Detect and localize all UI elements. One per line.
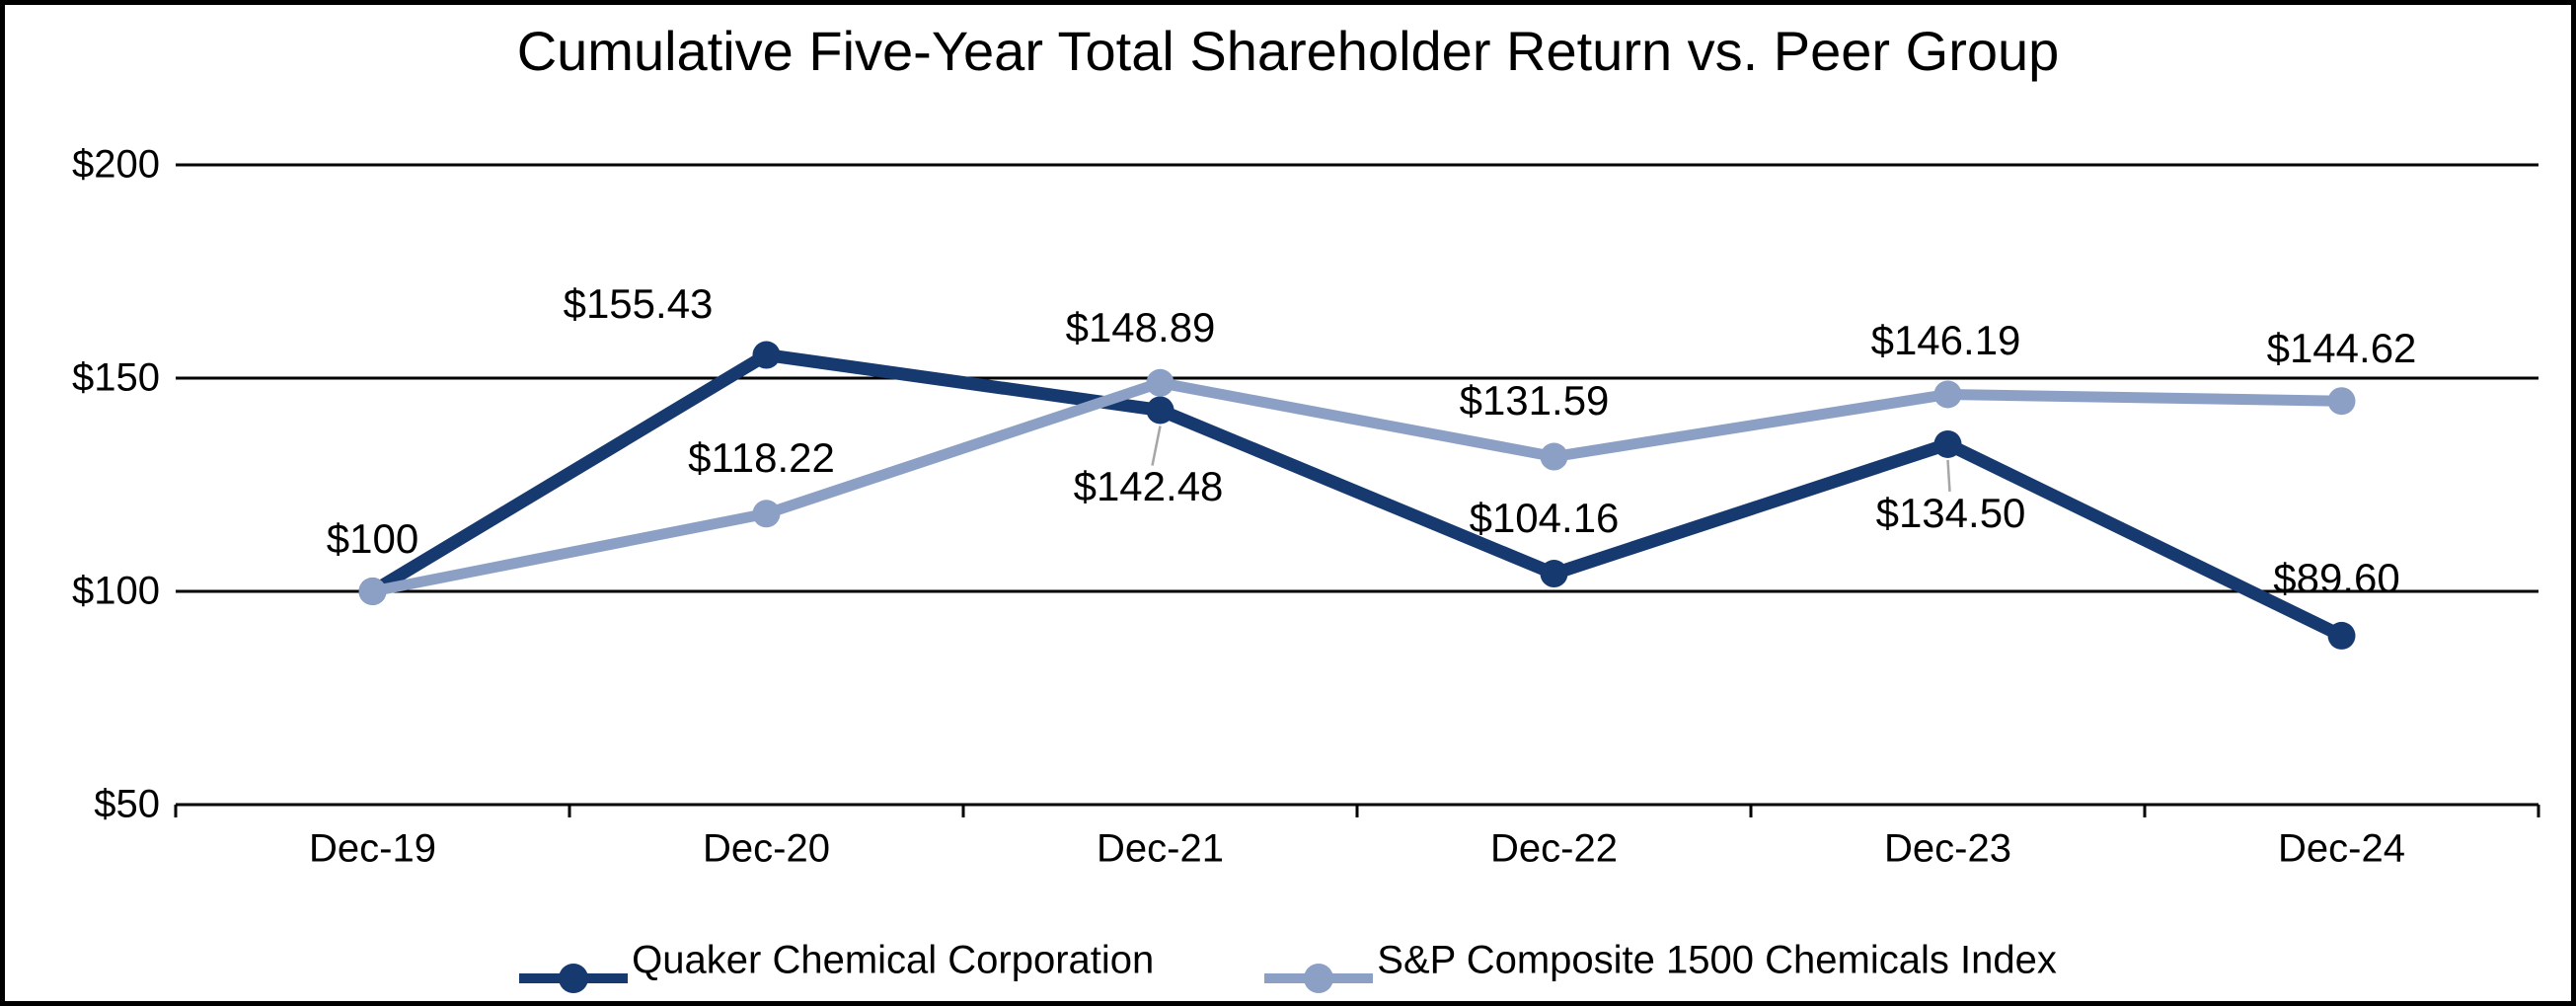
quaker-data-point-marker bbox=[1146, 396, 1174, 425]
sp1500-data-point-marker bbox=[1540, 442, 1568, 471]
sp1500-data-point-marker bbox=[1146, 368, 1174, 397]
chart-title: Cumulative Five-Year Total Shareholder R… bbox=[516, 20, 2060, 82]
quaker-data-point-marker bbox=[1933, 429, 1962, 458]
quaker-data-point-marker bbox=[1540, 560, 1568, 588]
legend: Quaker Chemical Corporation S&P Composit… bbox=[0, 939, 2576, 1000]
legend-item-quaker: Quaker Chemical Corporation bbox=[519, 939, 1154, 1000]
sp1500-data-point-marker bbox=[752, 500, 781, 528]
sp1500-data-point-marker bbox=[1933, 380, 1962, 409]
legend-label-sp1500: S&P Composite 1500 Chemicals Index bbox=[1377, 938, 2057, 982]
quaker-data-point-marker bbox=[2327, 621, 2356, 650]
sp1500-series-line bbox=[371, 377, 2342, 597]
label-leader-line bbox=[1151, 426, 1162, 466]
sp1500-data-point-marker bbox=[358, 578, 387, 605]
quaker-series-line bbox=[369, 348, 2345, 642]
legend-marker-sp1500-icon bbox=[1264, 963, 1374, 993]
sp1500-data-point-marker bbox=[2327, 387, 2356, 416]
legend-marker-quaker-icon bbox=[519, 963, 629, 993]
legend-item-sp1500: S&P Composite 1500 Chemicals Index bbox=[1264, 939, 2057, 1000]
legend-label-quaker: Quaker Chemical Corporation bbox=[632, 938, 1155, 982]
legend-dot-quaker-icon bbox=[559, 963, 589, 993]
quaker-data-point-marker bbox=[752, 341, 781, 369]
legend-dot-sp1500-icon bbox=[1304, 963, 1334, 993]
label-leader-line bbox=[1946, 459, 1951, 493]
